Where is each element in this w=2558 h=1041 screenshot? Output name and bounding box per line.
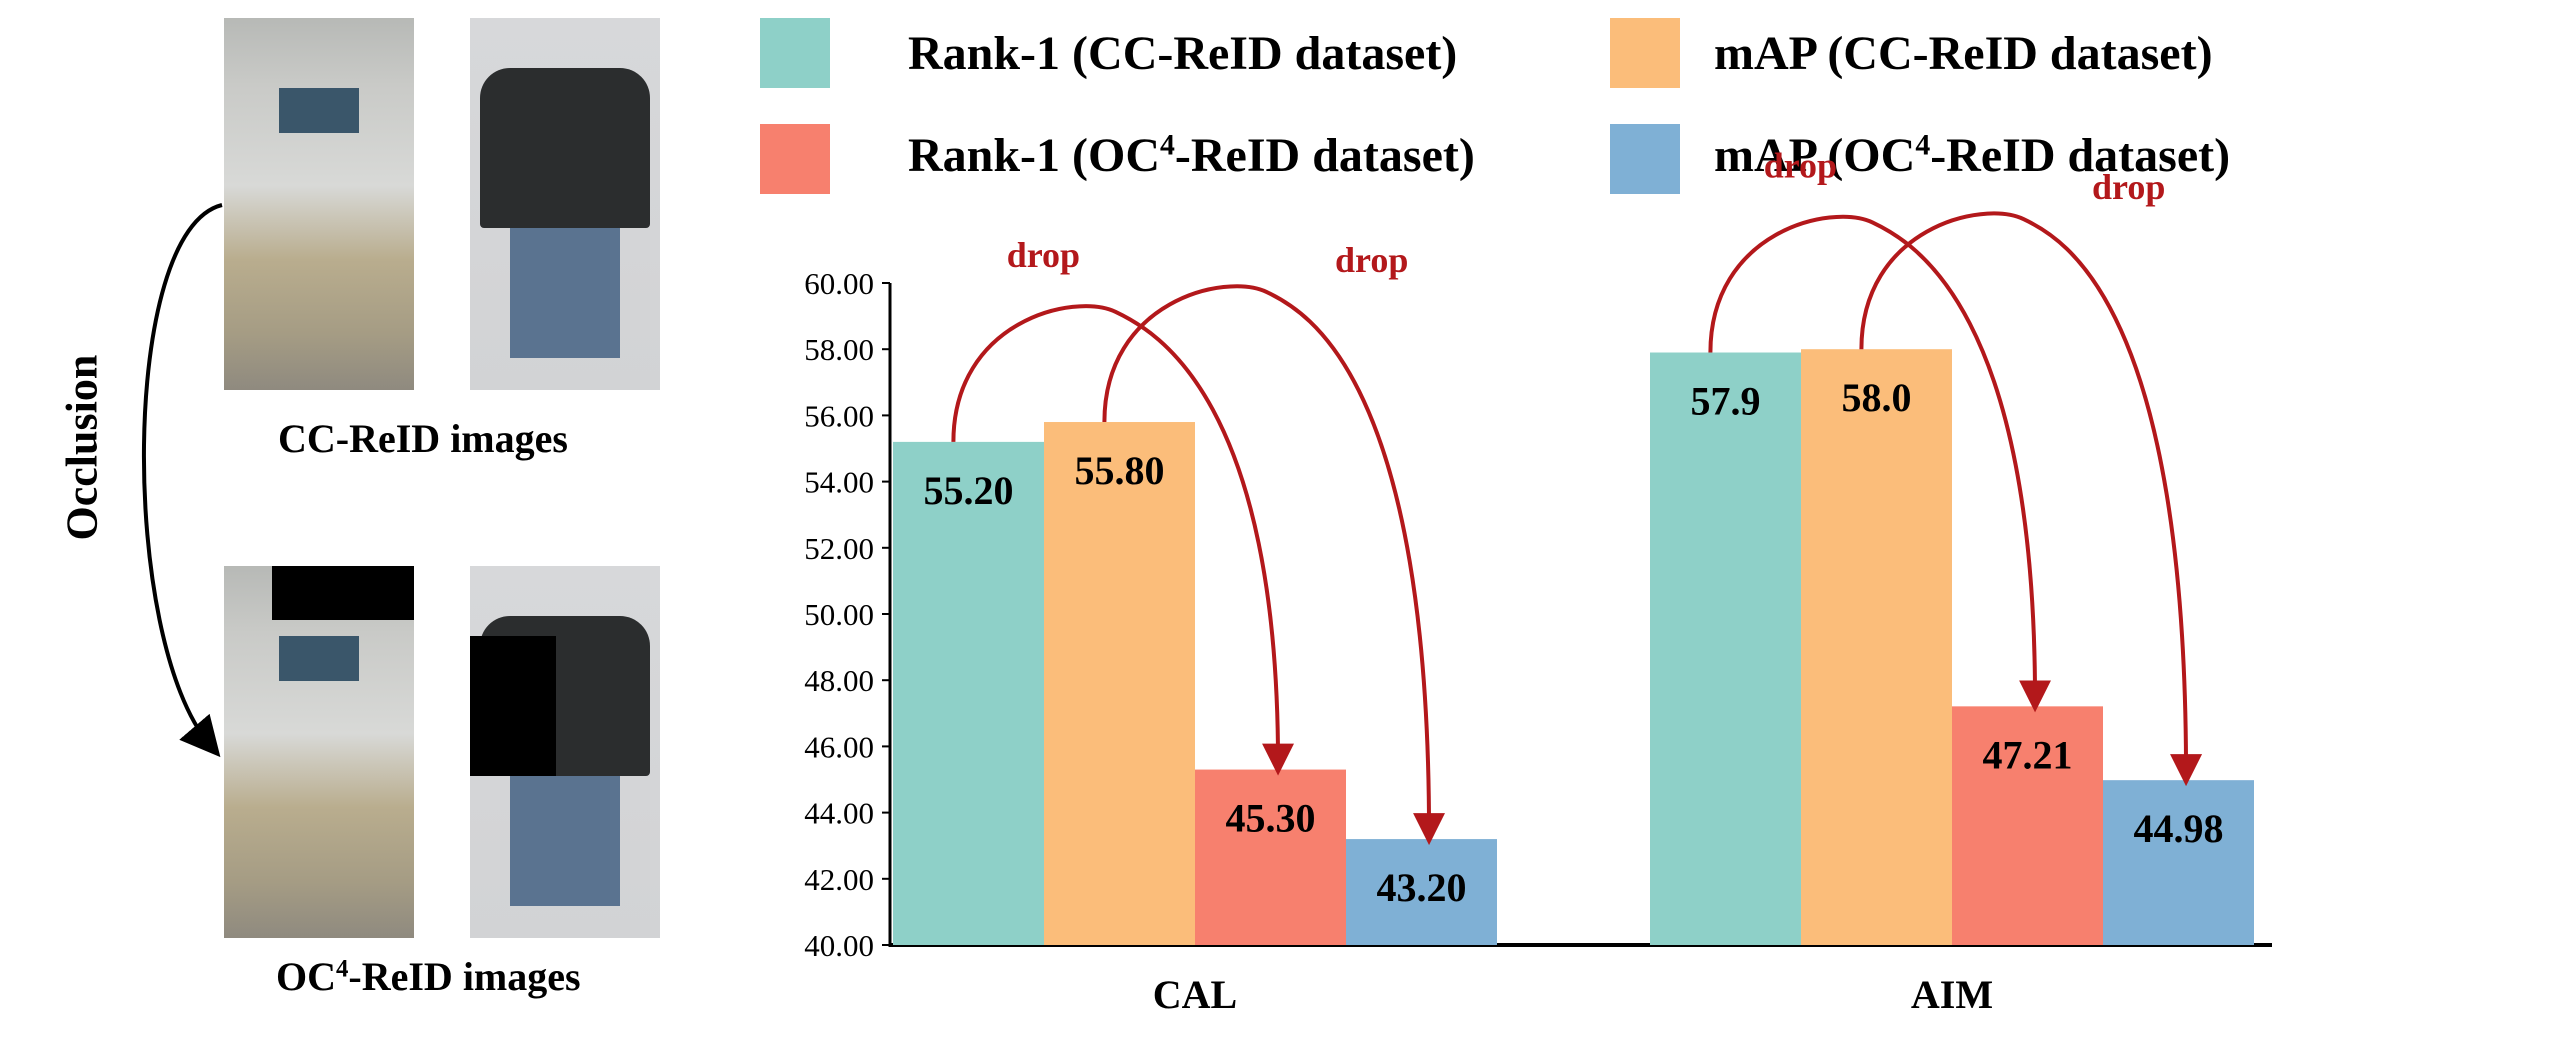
- bar-aim-2: [1952, 706, 2103, 945]
- y-tick-label: 50.00: [804, 597, 874, 632]
- x-category-label: CAL: [1153, 972, 1237, 1017]
- data-label: 45.30: [1226, 796, 1316, 841]
- bar-aim-3: [2103, 780, 2254, 945]
- data-label: 44.98: [2134, 806, 2224, 851]
- legend-label-rank1-oc: Rank-1 (OC4-ReID dataset): [908, 128, 1475, 182]
- dark-shirt: [480, 68, 650, 228]
- x-category-label: AIM: [1911, 972, 1993, 1017]
- drop-annotation: drop: [2092, 167, 2165, 207]
- legend-label-map-oc: mAP (OC4-ReID dataset): [1714, 128, 2231, 182]
- legend-swatch-rank1-oc: [760, 124, 830, 194]
- oc-image-2: [470, 566, 660, 938]
- bar-cal-1: [1044, 422, 1195, 945]
- jeans: [510, 776, 620, 906]
- bar-cal-2: [1195, 769, 1346, 945]
- cc-image-2: [470, 18, 660, 390]
- bar-cal-3: [1346, 839, 1497, 945]
- data-label: 57.9: [1691, 379, 1761, 424]
- cc-image-1: [224, 18, 414, 390]
- y-tick-label: 48.00: [804, 663, 874, 698]
- y-tick-label: 52.00: [804, 531, 874, 566]
- data-label: 43.20: [1377, 865, 1467, 910]
- bar-cal-0: [893, 441, 1044, 945]
- bar-aim-1: [1801, 349, 1952, 945]
- y-tick-label: 54.00: [804, 465, 874, 500]
- jeans: [510, 228, 620, 358]
- data-label: 47.21: [1983, 732, 2073, 777]
- legend-swatch-map-cc: [1610, 18, 1680, 88]
- data-label: 55.80: [1075, 448, 1165, 493]
- occlusion-block: [470, 636, 556, 776]
- drop-arrow: [1708, 214, 2052, 713]
- data-label: 58.0: [1842, 375, 1912, 420]
- legend-label-rank1-cc: Rank-1 (CC-ReID dataset): [908, 27, 1458, 80]
- oc-caption: OC4-ReID images: [276, 954, 581, 999]
- y-tick-label: 58.00: [804, 332, 874, 367]
- bar-aim-0: [1650, 352, 1801, 945]
- legend-swatch-rank1-cc: [760, 18, 830, 88]
- legend-label-map-cc: mAP (CC-ReID dataset): [1714, 27, 2213, 80]
- drop-annotation: drop: [1007, 235, 1080, 275]
- drop-arrow: [1859, 211, 2203, 787]
- oc-image-1: [224, 566, 414, 938]
- data-label: 55.20: [924, 468, 1014, 513]
- drop-annotation: drop: [1764, 146, 1837, 186]
- shirt-graphic: [279, 636, 359, 681]
- legend-swatch-map-oc: [1610, 124, 1680, 194]
- drop-arrow: [1102, 284, 1446, 846]
- y-tick-label: 44.00: [804, 796, 874, 831]
- cc-caption: CC-ReID images: [278, 416, 568, 461]
- y-tick-label: 46.00: [804, 729, 874, 764]
- drop-arrow: [951, 304, 1295, 776]
- y-tick-label: 56.00: [804, 398, 874, 433]
- occlusion-block: [272, 566, 414, 620]
- shirt-graphic: [279, 88, 359, 133]
- y-tick-label: 42.00: [804, 862, 874, 897]
- drop-annotation: drop: [1335, 240, 1408, 280]
- y-tick-label: 60.00: [804, 266, 874, 301]
- y-tick-label: 40.00: [804, 928, 874, 963]
